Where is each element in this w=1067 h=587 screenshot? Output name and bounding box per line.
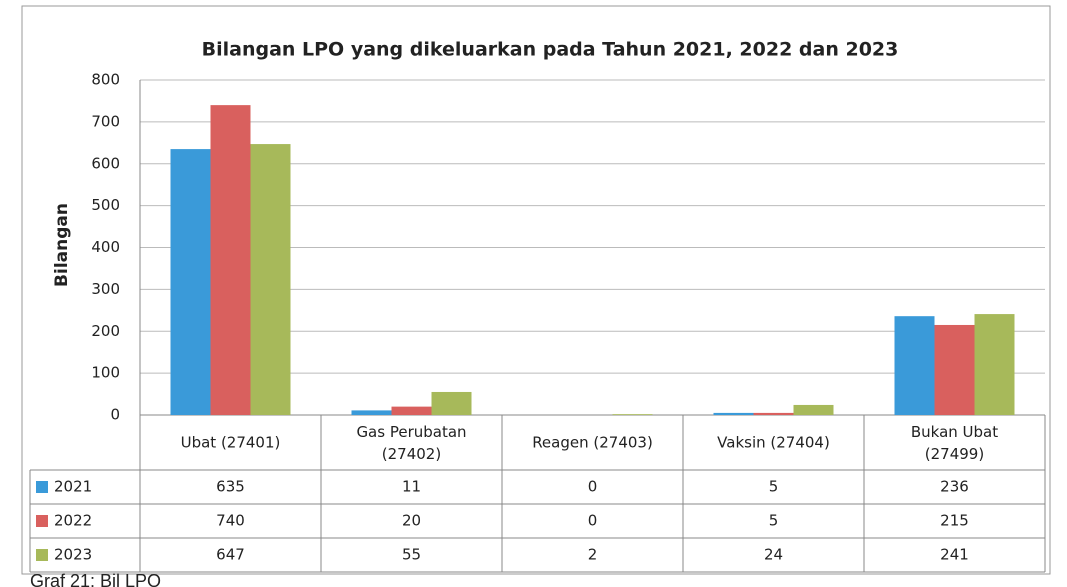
bar <box>250 144 291 415</box>
bar <box>391 406 432 415</box>
legend-swatch <box>36 515 48 527</box>
legend-swatch <box>36 481 48 493</box>
y-tick-label: 700 <box>91 112 120 130</box>
legend-label: 2021 <box>54 478 92 496</box>
chart-title: Bilangan LPO yang dikeluarkan pada Tahun… <box>202 39 899 61</box>
table-value: 5 <box>769 512 779 530</box>
bar <box>713 412 754 415</box>
y-tick-label: 600 <box>91 154 120 172</box>
legend-swatch <box>36 549 48 561</box>
table-value: 24 <box>764 546 783 564</box>
x-tick-label: Vaksin (27404) <box>717 434 830 452</box>
table-value: 740 <box>216 512 245 530</box>
bar <box>753 412 794 415</box>
x-tick-label: Gas Perubatan (27402) <box>356 423 466 463</box>
legend-label: 2023 <box>54 546 92 564</box>
bar <box>431 391 472 415</box>
table-value: 0 <box>588 512 598 530</box>
table-value: 215 <box>940 512 969 530</box>
bar <box>894 316 935 415</box>
table-value: 241 <box>940 546 969 564</box>
x-tick-label: Reagen (27403) <box>532 434 653 452</box>
bar <box>612 414 653 415</box>
table-value: 11 <box>402 478 421 496</box>
y-tick-label: 500 <box>91 196 120 214</box>
x-tick-label: Ubat (27401) <box>181 434 281 452</box>
legend-label: 2022 <box>54 512 92 530</box>
bar <box>170 149 211 415</box>
y-tick-label: 400 <box>91 238 120 256</box>
table-value: 5 <box>769 478 779 496</box>
x-tick-label: Bukan Ubat (27499) <box>911 423 998 463</box>
y-tick-label: 200 <box>91 322 120 340</box>
table-value: 2 <box>588 546 598 564</box>
bar <box>974 314 1015 415</box>
caption: Graf 21: Bil LPO <box>30 571 161 587</box>
table-value: 55 <box>402 546 421 564</box>
bar <box>934 324 975 415</box>
y-tick-label: 800 <box>91 71 120 89</box>
bar <box>210 105 251 415</box>
y-axis-label: Bilangan <box>52 203 72 287</box>
table-value: 236 <box>940 478 969 496</box>
y-tick-label: 100 <box>91 364 120 382</box>
table-value: 20 <box>402 512 421 530</box>
bar <box>351 410 392 415</box>
y-tick-label: 0 <box>110 406 120 424</box>
table-value: 0 <box>588 478 598 496</box>
bar <box>793 404 834 415</box>
y-tick-label: 300 <box>91 280 120 298</box>
table-value: 647 <box>216 546 245 564</box>
table-value: 635 <box>216 478 245 496</box>
